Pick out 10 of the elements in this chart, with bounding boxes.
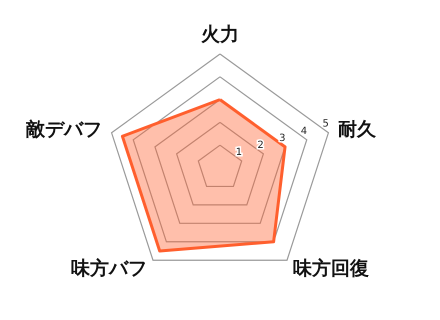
spoke-label: 火力 bbox=[201, 24, 239, 46]
spoke-label: 耐久 bbox=[338, 118, 377, 141]
spoke-label: 敵デバフ bbox=[25, 118, 102, 141]
spoke-label: 味方回復 bbox=[292, 257, 369, 280]
y-tick-label: 2 bbox=[257, 140, 264, 151]
y-tick-label: 1 bbox=[236, 146, 242, 158]
y-tick-label: 4 bbox=[300, 126, 308, 137]
y-tick-label: 3 bbox=[279, 132, 286, 144]
spoke-label: 味方バフ bbox=[71, 257, 148, 280]
y-tick-label: 5 bbox=[322, 118, 329, 130]
